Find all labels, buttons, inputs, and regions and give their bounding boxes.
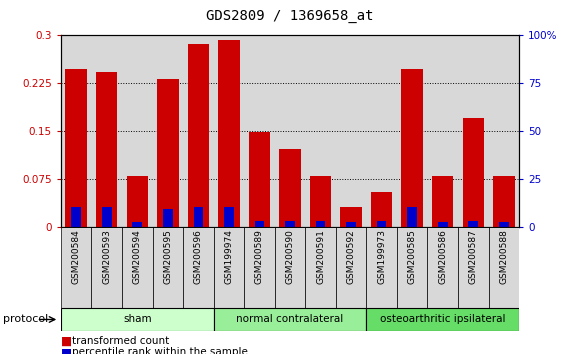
Text: GSM200596: GSM200596: [194, 229, 203, 284]
Bar: [377, 221, 386, 227]
Bar: [336, 227, 367, 308]
Bar: [285, 221, 295, 227]
Text: GSM200589: GSM200589: [255, 229, 264, 284]
Text: GSM200584: GSM200584: [72, 229, 81, 284]
Bar: [280, 149, 300, 227]
Bar: [188, 44, 209, 227]
Bar: [153, 227, 183, 308]
Bar: [61, 227, 92, 308]
Bar: [336, 35, 367, 227]
Text: transformed count: transformed count: [72, 336, 170, 346]
Text: GSM200593: GSM200593: [102, 229, 111, 284]
Text: ■: ■: [61, 347, 72, 354]
Bar: [122, 227, 153, 308]
Bar: [183, 227, 213, 308]
Bar: [397, 227, 427, 308]
Text: osteoarthritic ipsilateral: osteoarthritic ipsilateral: [380, 314, 506, 325]
Bar: [397, 35, 427, 227]
Bar: [371, 192, 392, 227]
Bar: [463, 118, 484, 227]
Bar: [458, 35, 488, 227]
Bar: [153, 35, 183, 227]
Bar: [213, 308, 367, 331]
Text: GSM200586: GSM200586: [438, 229, 447, 284]
Bar: [102, 207, 111, 227]
Bar: [96, 72, 117, 227]
Bar: [316, 221, 325, 227]
Bar: [244, 35, 275, 227]
Bar: [427, 227, 458, 308]
Bar: [157, 79, 179, 227]
Bar: [488, 35, 519, 227]
Text: GSM200595: GSM200595: [164, 229, 172, 284]
Bar: [305, 35, 336, 227]
Text: GSM199973: GSM199973: [377, 229, 386, 284]
Bar: [340, 207, 362, 227]
Text: ■: ■: [61, 335, 72, 348]
Bar: [493, 176, 514, 227]
Text: GSM200592: GSM200592: [347, 229, 356, 284]
Bar: [66, 69, 87, 227]
Text: sham: sham: [123, 314, 151, 325]
Bar: [488, 227, 519, 308]
Text: GSM200594: GSM200594: [133, 229, 142, 284]
Text: GSM200590: GSM200590: [285, 229, 295, 284]
Bar: [92, 35, 122, 227]
Bar: [132, 222, 142, 227]
Bar: [224, 207, 234, 227]
Bar: [255, 221, 264, 227]
Bar: [275, 227, 305, 308]
Bar: [244, 227, 275, 308]
Bar: [218, 40, 240, 227]
Bar: [469, 221, 478, 227]
Bar: [61, 35, 92, 227]
Bar: [367, 227, 397, 308]
Bar: [249, 132, 270, 227]
Bar: [61, 308, 213, 331]
Text: protocol: protocol: [3, 314, 48, 325]
Bar: [275, 35, 305, 227]
Text: GSM199974: GSM199974: [224, 229, 233, 284]
Bar: [499, 222, 509, 227]
Bar: [194, 207, 203, 227]
Text: GDS2809 / 1369658_at: GDS2809 / 1369658_at: [206, 9, 374, 23]
Bar: [126, 176, 148, 227]
Bar: [367, 308, 519, 331]
Bar: [122, 35, 153, 227]
Text: GSM200585: GSM200585: [408, 229, 416, 284]
Bar: [432, 176, 454, 227]
Text: GSM200591: GSM200591: [316, 229, 325, 284]
Bar: [163, 209, 173, 227]
Text: GSM200587: GSM200587: [469, 229, 478, 284]
Bar: [310, 176, 331, 227]
Bar: [92, 227, 122, 308]
Bar: [71, 207, 81, 227]
Text: percentile rank within the sample: percentile rank within the sample: [72, 347, 248, 354]
Bar: [458, 227, 488, 308]
Bar: [346, 222, 356, 227]
Bar: [305, 227, 336, 308]
Bar: [427, 35, 458, 227]
Bar: [213, 35, 244, 227]
Bar: [213, 227, 244, 308]
Bar: [401, 69, 423, 227]
Bar: [367, 35, 397, 227]
Bar: [407, 207, 417, 227]
Text: normal contralateral: normal contralateral: [237, 314, 343, 325]
Bar: [438, 222, 448, 227]
Text: GSM200588: GSM200588: [499, 229, 508, 284]
Bar: [183, 35, 213, 227]
